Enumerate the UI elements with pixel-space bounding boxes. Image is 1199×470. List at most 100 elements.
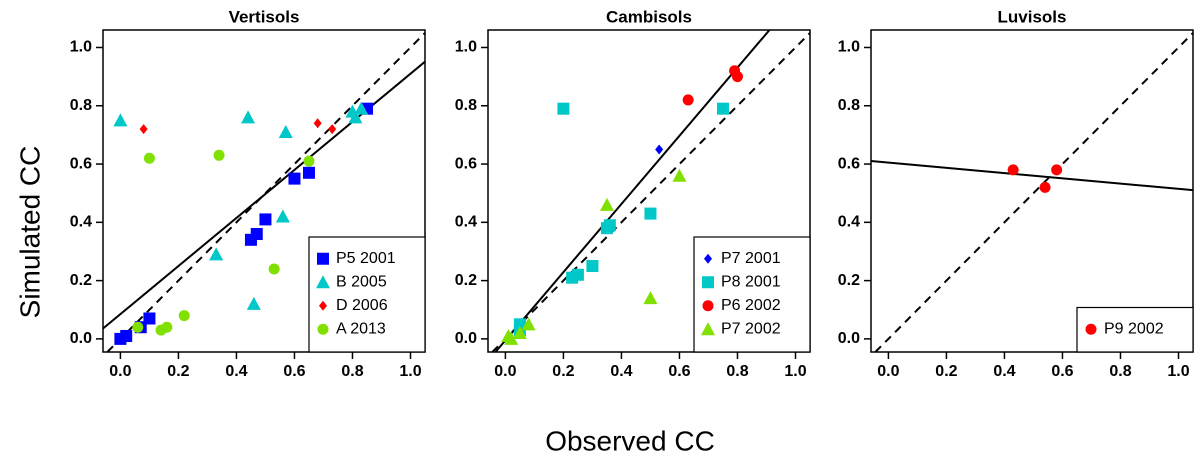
y-tick-label: 0.4 — [838, 214, 860, 231]
x-tick-label: 0.0 — [109, 363, 131, 380]
legend-label: P7 2002 — [721, 320, 781, 337]
legend-marker — [702, 276, 714, 289]
plot-frame — [487, 29, 811, 353]
data-point — [132, 321, 144, 333]
legend: P5 2001 B 2005 D 2006 A 2013 — [308, 236, 426, 353]
x-tick-label: 0.2 — [935, 363, 957, 380]
x-tick-label: 0.4 — [225, 363, 247, 380]
y-tick-label: 0.0 — [838, 330, 860, 347]
x-tick-label: 0.0 — [494, 363, 516, 380]
legend: P9 2002 — [1076, 306, 1194, 353]
data-point — [557, 102, 570, 115]
plot-frame — [102, 29, 426, 353]
x-tick-label: 0.2 — [167, 363, 189, 380]
legend-label: P7 2001 — [721, 250, 781, 267]
plot-area — [871, 32, 1193, 352]
x-tick-label: 0.6 — [283, 363, 305, 380]
legend-label: P9 2002 — [1104, 320, 1164, 337]
data-point — [113, 113, 128, 127]
y-tick-label: 0.8 — [70, 97, 92, 114]
x-tick-label: 0.4 — [610, 363, 632, 380]
plot-area — [103, 32, 425, 352]
panel-title: Cambisols — [606, 7, 692, 26]
plot-area — [491, 30, 810, 352]
data-point — [313, 118, 322, 129]
data-point — [139, 124, 148, 135]
y-tick-label: 0.6 — [70, 155, 92, 172]
data-point — [716, 102, 729, 115]
y-tick-label: 0.6 — [838, 155, 860, 172]
data-point — [348, 110, 363, 124]
legend-label: B 2005 — [336, 273, 387, 290]
data-point — [178, 310, 190, 322]
data-point — [672, 168, 687, 182]
data-point — [655, 144, 664, 155]
data-point — [521, 317, 536, 331]
data-point — [501, 328, 516, 342]
y-tick-label: 0.4 — [455, 214, 477, 231]
data-point — [302, 166, 315, 179]
data-point — [120, 329, 133, 342]
data-point — [288, 172, 301, 185]
fit-line — [494, 30, 771, 352]
data-point — [586, 260, 599, 273]
legend-marker — [316, 275, 330, 289]
x-tick-label: 0.2 — [552, 363, 574, 380]
x-tick-label: 1.0 — [399, 363, 421, 380]
y-tick-label: 1.0 — [70, 39, 92, 56]
y-tick-label: 0.2 — [70, 272, 92, 289]
data-point — [603, 219, 616, 232]
y-axis-label: Simulated CC — [14, 146, 45, 319]
y-tick-label: 0.8 — [455, 97, 477, 114]
data-point — [241, 110, 256, 124]
y-tick-label: 1.0 — [455, 39, 477, 56]
x-tick-label: 0.6 — [668, 363, 690, 380]
x-tick-label: 0.8 — [341, 363, 363, 380]
plot-frame — [870, 29, 1194, 353]
data-point — [155, 324, 167, 336]
legend-marker — [701, 322, 715, 336]
legend-marker — [317, 252, 329, 265]
data-point — [278, 124, 293, 138]
x-tick-label: 0.8 — [726, 363, 748, 380]
legend-marker — [1085, 323, 1097, 335]
data-point — [512, 326, 527, 340]
y-tick-label: 0.8 — [838, 97, 860, 114]
data-point — [250, 227, 263, 240]
y-tick-label: 0.0 — [70, 330, 92, 347]
data-point — [599, 197, 614, 211]
data-point — [354, 101, 369, 115]
y-tick-label: 0.4 — [70, 214, 92, 231]
data-point — [1007, 164, 1019, 176]
legend: P7 2001 P8 2001 P6 2002 P7 2002 — [693, 236, 811, 353]
x-tick-label: 0.6 — [1051, 363, 1073, 380]
data-point — [1039, 181, 1051, 193]
data-point — [246, 296, 261, 310]
data-point — [644, 207, 657, 220]
x-tick-label: 1.0 — [1167, 363, 1189, 380]
data-point — [143, 312, 156, 325]
data-point — [643, 291, 658, 305]
x-axis-label: Observed CC — [545, 425, 715, 456]
y-tick-label: 0.6 — [455, 155, 477, 172]
data-point — [303, 155, 315, 167]
legend-marker — [702, 300, 714, 312]
data-point — [1051, 164, 1063, 176]
x-tick-label: 1.0 — [784, 363, 806, 380]
panel-title: Vertisols — [229, 7, 300, 26]
x-tick-label: 0.4 — [993, 363, 1015, 380]
y-tick-label: 0.2 — [838, 272, 860, 289]
y-tick-label: 0.2 — [455, 272, 477, 289]
legend-marker — [319, 300, 327, 311]
x-tick-label: 0.8 — [1109, 363, 1131, 380]
data-point — [328, 124, 337, 135]
panel-title: Luvisols — [998, 7, 1067, 26]
legend-label: A 2013 — [336, 320, 386, 337]
legend-marker — [317, 323, 329, 335]
data-point — [566, 271, 579, 284]
fit-line — [871, 160, 1193, 192]
one-to-one-line — [491, 32, 810, 352]
data-point — [143, 152, 155, 164]
y-tick-label: 1.0 — [838, 39, 860, 56]
